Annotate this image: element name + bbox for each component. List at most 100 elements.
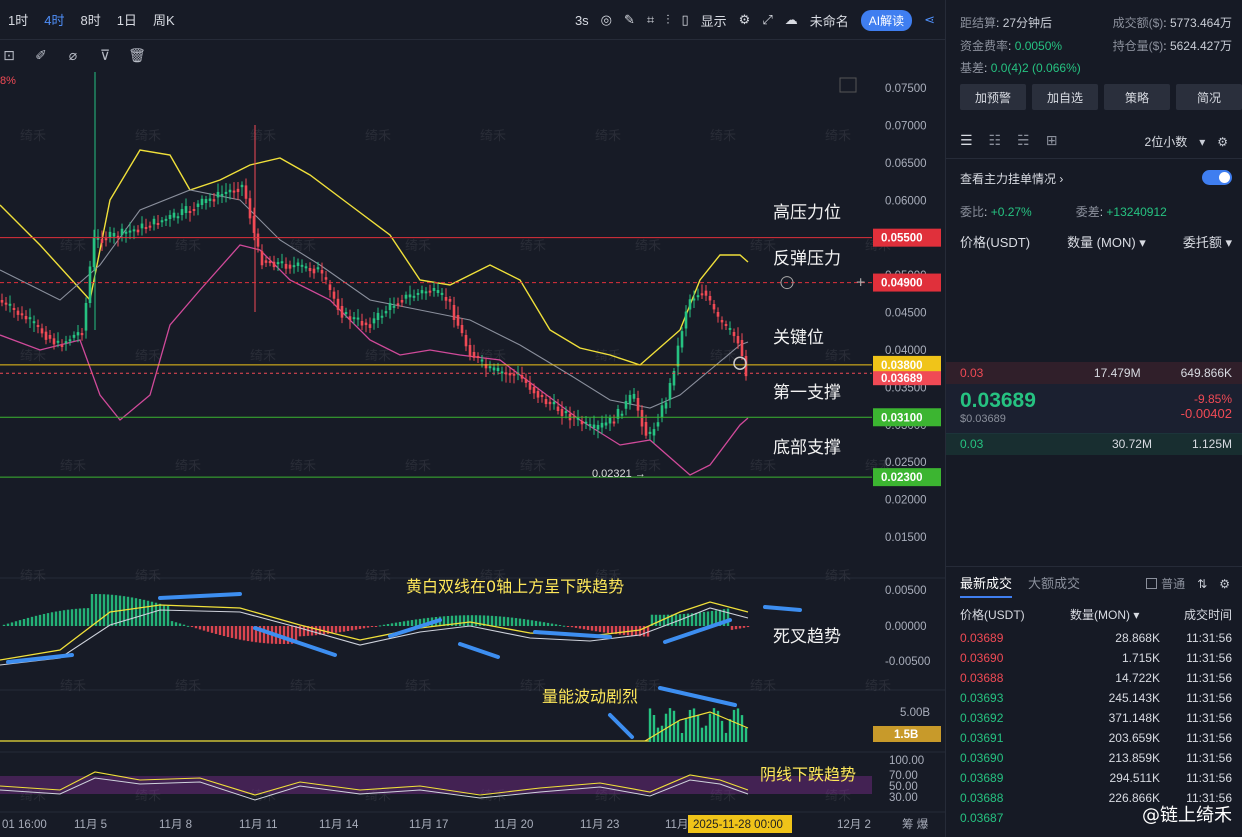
macd-histogram-bar [462, 615, 466, 626]
level-annotation: 第一支撑 [773, 383, 841, 403]
candle-body [584, 421, 588, 424]
trash-icon[interactable]: 🗑 [128, 46, 146, 63]
candle-body [136, 229, 140, 233]
layout-icon[interactable]: ⊡ [3, 46, 15, 63]
watermark-text: 绮禾 [290, 458, 316, 473]
candle-body [576, 417, 580, 420]
candle-type-icon[interactable]: ▯ [681, 12, 689, 27]
trade-qty: 1.715K [1121, 651, 1160, 665]
camera-icon[interactable]: ◎ [600, 12, 613, 27]
overview-button[interactable]: 简况 [1176, 84, 1242, 110]
trade-row: 0.03690 1.715K 11:31:56 [960, 648, 1232, 668]
timeframe-4h[interactable]: 4时 [44, 13, 65, 28]
magnet-icon[interactable]: ⌀ [68, 46, 78, 63]
candle-body [716, 312, 720, 317]
tab-latest-trades[interactable]: 最新成交 [960, 573, 1013, 598]
macd-histogram-bar [14, 621, 18, 626]
settle-label: 距结算 [960, 16, 997, 30]
col-total[interactable]: 委托额 ▾ [1182, 235, 1232, 250]
trade-price: 0.03690 [960, 651, 1004, 665]
add-alert-button[interactable]: 加预警 [960, 84, 1026, 110]
ai-analyze-button[interactable]: AI解读 [860, 9, 913, 31]
refresh-interval[interactable]: 3s [574, 12, 589, 28]
candle-body [736, 336, 740, 344]
trade-price: 0.03690 [960, 751, 1004, 765]
draw-pen-icon[interactable]: ✎ [624, 12, 635, 27]
volume-bar [680, 732, 684, 742]
depth-bid-icon[interactable]: ☷ [988, 132, 1002, 148]
macd-histogram-bar [98, 594, 102, 626]
timeframe-8h[interactable]: 8时 [80, 13, 101, 28]
candle-body [428, 290, 432, 293]
candle-body [444, 297, 448, 301]
edit-icon[interactable]: ✐ [35, 46, 47, 63]
volume-bar [732, 709, 736, 742]
chart-area[interactable]: 8% 绮禾 绮禾 绮禾 绮禾 绮禾 绮禾 绮禾 绮禾 绮禾 绮禾 绮禾 绮禾 绮禾 绮禾 绮禾 绮禾 绮禾 绮禾 绮禾… [0, 0, 945, 837]
macd-histogram-bar [10, 622, 14, 626]
candle-body [104, 238, 108, 241]
bid-price: 0.03 [960, 437, 984, 451]
price-axis-label: 0.07500 [885, 83, 927, 95]
display-menu[interactable]: 显示 [700, 13, 727, 29]
candle-body [528, 383, 532, 390]
candle-body [540, 395, 544, 397]
orderbook-settings-icon[interactable]: ⚙ [1217, 134, 1228, 149]
timeframe-week[interactable]: 周K [152, 13, 175, 28]
tab-big-trades[interactable]: 大额成交 [1028, 576, 1081, 591]
candle-body [268, 261, 272, 264]
macd-histogram-bar [222, 626, 226, 637]
macd-histogram-bar [486, 615, 490, 626]
candle-body [628, 394, 632, 404]
candle-body [464, 335, 468, 347]
macd-histogram-bar [290, 626, 294, 644]
macd-histogram-bar [262, 626, 266, 644]
timeframe-1h[interactable]: 1时 [8, 13, 29, 28]
current-price-badge [873, 371, 941, 386]
trades-settings-icon[interactable]: ⚙ [1219, 576, 1230, 591]
depth-both-icon[interactable]: ☰ [960, 132, 973, 148]
candle-body [556, 406, 560, 412]
trade-time: 11:31:56 [1186, 651, 1232, 665]
sort-icon[interactable]: ⇅ [1197, 576, 1208, 591]
template-name[interactable]: 未命名 [809, 13, 849, 29]
depth-ask-icon[interactable]: ☵ [1017, 132, 1030, 148]
macd-histogram-bar [518, 618, 522, 626]
timeframe-1d[interactable]: 1日 [116, 13, 137, 28]
rsi-line-2 [0, 777, 749, 801]
trade-qty: 203.659K [1108, 731, 1160, 745]
normal-checkbox[interactable] [1146, 578, 1158, 589]
settings-gear-icon[interactable]: ⚙ [738, 12, 751, 27]
macd-histogram-bar [446, 616, 450, 626]
candle-body [636, 398, 640, 411]
macd-histogram-bar [338, 626, 342, 633]
share-icon[interactable]: ⋖ [924, 12, 935, 27]
indicator-icon[interactable]: ⫶ [666, 12, 670, 27]
col-qty[interactable]: 数量 (MON) ▾ [1067, 235, 1146, 250]
add-watchlist-button[interactable]: 加自选 [1032, 84, 1098, 110]
candle-body [0, 300, 4, 303]
macd-histogram-bar [46, 613, 50, 626]
filter-icon[interactable]: ⊽ [99, 46, 111, 63]
fullscreen-icon[interactable]: ⤢ [762, 12, 773, 27]
orders-toggle[interactable] [1202, 170, 1232, 185]
macd-histogram-bar [498, 616, 502, 626]
depth-custom-icon[interactable]: ⊞ [1045, 132, 1058, 148]
strategy-button[interactable]: 策略 [1104, 84, 1170, 110]
candle-body [468, 345, 472, 357]
trade-col-qty[interactable]: 数量(MON) ▾ [1070, 608, 1140, 622]
diff-value: +13240912 [1106, 205, 1167, 219]
decimals-select[interactable]: 2位小数 [1144, 135, 1188, 149]
macd-histogram-bar [286, 626, 290, 644]
crop-icon[interactable]: ⌗ [646, 12, 655, 27]
ask-row[interactable]: 0.03 17.479M 649.866K [960, 366, 1232, 380]
watermark-text: 绮禾 [595, 568, 621, 583]
candle-body [280, 261, 284, 264]
macd-histogram-bar [694, 612, 698, 626]
bid-row[interactable]: 0.03 30.72M 1.125M [960, 437, 1232, 451]
candle-body [520, 375, 524, 379]
orders-title[interactable]: 查看主力挂单情况 [960, 172, 1057, 186]
price-axis-label: 0.07000 [885, 120, 927, 132]
candle-body [76, 332, 80, 336]
chevron-down-icon[interactable]: ▾ [1199, 134, 1206, 149]
